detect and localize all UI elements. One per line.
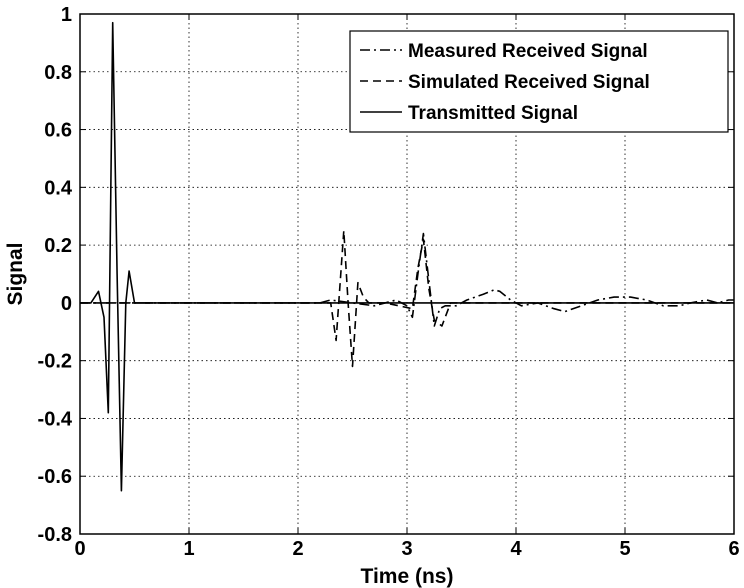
- y-tick-label: 0.2: [44, 235, 72, 257]
- series-line-3: [80, 21, 734, 492]
- y-tick-label: 0.8: [44, 62, 72, 84]
- y-tick-label: 1: [61, 4, 72, 26]
- y-tick-label: -0.4: [38, 408, 73, 430]
- y-tick-label: -0.2: [38, 351, 72, 373]
- x-axis-label: Time (ns): [361, 565, 454, 588]
- y-tick-labels: -0.8 -0.6 -0.4 -0.2 0 0.2 0.4 0.6 0.8 1: [38, 4, 734, 546]
- y-tick-label: 0.6: [44, 120, 72, 142]
- y-tick-label: 0.4: [44, 177, 73, 199]
- y-tick-label: 0: [61, 293, 72, 315]
- series-line-1: [80, 232, 734, 327]
- legend-label: Simulated Received Signal: [408, 72, 650, 93]
- x-tick-label: 5: [619, 538, 630, 560]
- x-tick-label: 1: [183, 538, 194, 560]
- x-tick-labels: 0 1 2 3 4 5 6: [74, 14, 740, 560]
- y-tick-label: -0.6: [38, 466, 72, 488]
- y-tick-label: -0.8: [38, 524, 72, 546]
- legend-box: [349, 30, 729, 133]
- series-line-2: [80, 229, 734, 368]
- legend: Measured Received Signal Simulated Receiv…: [349, 30, 729, 133]
- y-axis-label: Signal: [4, 242, 27, 305]
- x-tick-label: 3: [401, 538, 412, 560]
- x-tick-label: 2: [292, 538, 303, 560]
- legend-label: Measured Received Signal: [408, 41, 648, 62]
- legend-label: Transmitted Signal: [408, 103, 578, 124]
- series-lines: [80, 21, 734, 492]
- x-tick-label: 0: [74, 538, 85, 560]
- x-tick-label: 4: [510, 538, 522, 560]
- x-tick-label: 6: [728, 538, 739, 560]
